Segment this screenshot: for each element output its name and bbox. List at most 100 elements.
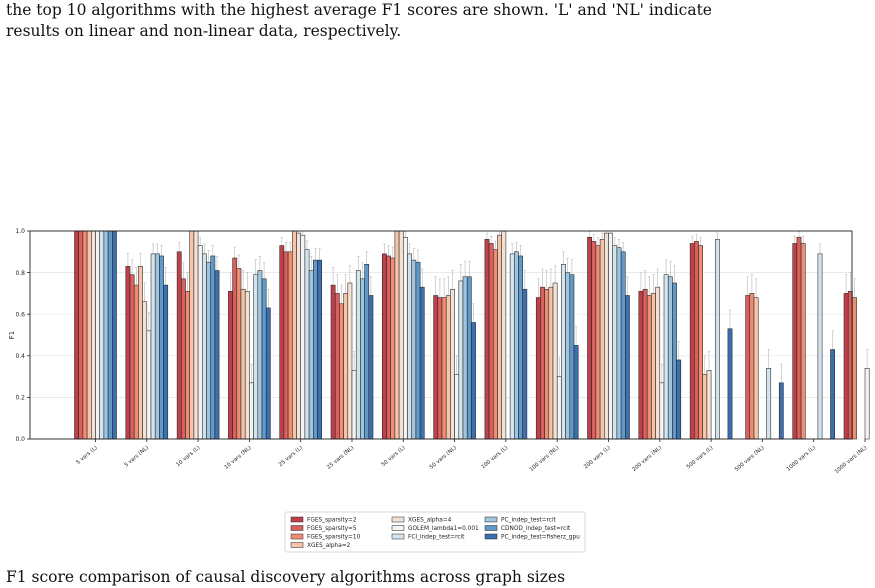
bar [502, 231, 506, 439]
bar [459, 281, 463, 439]
bar [672, 283, 676, 439]
bar [198, 246, 202, 439]
bar [797, 237, 801, 439]
bar [715, 239, 719, 439]
bar [91, 231, 95, 439]
bar [557, 377, 561, 439]
bar [450, 289, 454, 439]
bar [395, 231, 399, 439]
legend-label: PC_indep_test=fisherz_gpu [501, 535, 580, 541]
bar [348, 283, 352, 439]
bar [416, 262, 420, 439]
bar [301, 235, 305, 439]
bar [545, 289, 549, 439]
legend-swatch [291, 526, 303, 531]
legend-label: GOLEM_lambda1=0.001 [408, 526, 479, 532]
bar [211, 256, 215, 439]
bar [228, 291, 232, 439]
legend-label: FCI_indep_test=rcit [408, 535, 465, 541]
bar [284, 252, 288, 439]
bar [352, 370, 356, 439]
x-tick-label: 1000 vars (NL) [834, 445, 868, 475]
bar [514, 252, 518, 439]
bar [656, 287, 660, 439]
bar [446, 295, 450, 439]
x-tick-label: 10 vars (NL) [224, 445, 253, 471]
bar [408, 254, 412, 439]
bar [190, 231, 194, 439]
bar [138, 266, 142, 439]
bar [335, 293, 339, 439]
bars [75, 231, 875, 439]
x-tick-label: 100 vars (NL) [529, 445, 561, 473]
bar [485, 239, 489, 439]
bar [186, 291, 190, 439]
bar [412, 260, 416, 439]
bar [754, 298, 758, 439]
y-tick-label: 0.2 [15, 395, 25, 402]
bar [596, 246, 600, 439]
bar [130, 275, 134, 439]
y-axis: 0.00.20.40.60.81.0 [15, 228, 30, 443]
bar [574, 345, 578, 439]
bar [793, 243, 797, 439]
bar [360, 279, 364, 439]
legend-label: FGES_sparsity=10 [307, 535, 361, 541]
legend-swatch [392, 517, 404, 522]
legend-swatch [291, 517, 303, 522]
x-tick-label: 1000 vars (L) [786, 445, 817, 473]
x-tick-label: 200 vars (L) [583, 445, 612, 470]
x-axis: 5 vars (L)5 vars (NL)10 vars (L)10 vars … [75, 439, 868, 475]
x-tick-label: 50 vars (L) [381, 445, 407, 468]
legend-swatch [392, 534, 404, 539]
bar [207, 262, 211, 439]
bar [75, 231, 79, 439]
bar [651, 293, 655, 439]
bar [254, 275, 258, 439]
legend-swatch [485, 526, 497, 531]
bar [79, 231, 83, 439]
legend-swatch [485, 534, 497, 539]
bar [403, 237, 407, 439]
bar [707, 370, 711, 439]
bar [852, 298, 856, 439]
bar [455, 375, 459, 439]
bar [215, 271, 219, 439]
x-tick-label: 25 vars (NL) [326, 445, 355, 471]
bar [767, 368, 771, 439]
x-tick-label: 10 vars (L) [175, 445, 201, 468]
y-axis-label: F1 [8, 331, 16, 339]
bar [664, 275, 668, 439]
bar [143, 302, 147, 439]
bar [639, 291, 643, 439]
bar [339, 304, 343, 439]
legend-label: FGES_sparsity=5 [307, 526, 357, 532]
x-tick-label: 500 vars (L) [686, 445, 715, 470]
bar [151, 254, 155, 439]
bar [318, 260, 322, 439]
bar [668, 277, 672, 439]
bar [523, 289, 527, 439]
x-tick-label: 5 vars (NL) [124, 445, 151, 469]
bar [297, 233, 301, 439]
bar [177, 252, 181, 439]
bar [202, 254, 206, 439]
y-tick-label: 0.6 [15, 311, 25, 318]
y-tick-label: 1.0 [15, 228, 25, 235]
bar [592, 241, 596, 439]
bar [369, 295, 373, 439]
x-tick-label: 200 vars (NL) [631, 445, 663, 473]
x-tick-label: 25 vars (L) [278, 445, 304, 468]
bar [609, 233, 613, 439]
bar [750, 293, 754, 439]
bar [399, 231, 403, 439]
bar [690, 243, 694, 439]
bar [438, 298, 442, 439]
bar [305, 250, 309, 439]
bar [498, 235, 502, 439]
bar [588, 237, 592, 439]
legend: FGES_sparsity=2FGES_sparsity=5FGES_spars… [285, 512, 585, 552]
bar [331, 285, 335, 439]
x-tick-label: 50 vars (NL) [429, 445, 458, 471]
